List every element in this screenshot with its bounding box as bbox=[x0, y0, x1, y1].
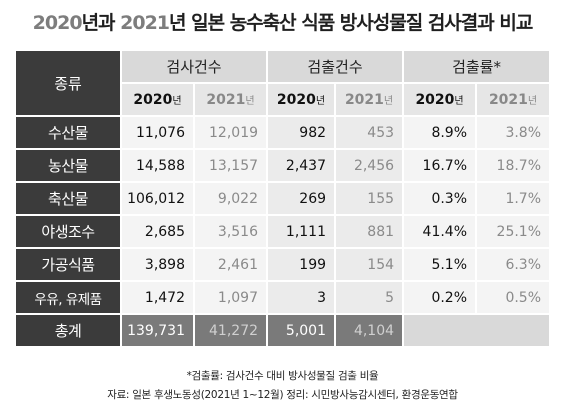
header-year: 2020년 bbox=[402, 82, 478, 117]
cell-value: 982 bbox=[266, 115, 337, 150]
header-group-detections: 검출건수 bbox=[266, 49, 405, 84]
header-group-detection-rate: 검출률* bbox=[402, 49, 552, 84]
header-year: 2021년 bbox=[192, 82, 269, 117]
cell-value: 41,272 bbox=[192, 313, 269, 348]
table-row: 우유, 유제품 1,472 1,097 3 5 0.2% 0.5% bbox=[14, 280, 552, 315]
cell-value: 199 bbox=[266, 247, 337, 282]
cell-value: 12,019 bbox=[192, 115, 269, 150]
cell-value: 3,898 bbox=[120, 247, 195, 282]
cell-value: 3.8% bbox=[475, 115, 552, 150]
table-row: 가공식품 3,898 2,461 199 154 5.1% 6.3% bbox=[14, 247, 552, 282]
row-label-total: 총계 bbox=[14, 313, 122, 348]
title-text-1: 년과 bbox=[81, 12, 121, 34]
cell-value: 1,472 bbox=[120, 280, 195, 315]
cell-value: 2,685 bbox=[120, 214, 195, 249]
total-row: 총계 139,731 41,272 5,001 4,104 bbox=[14, 313, 552, 348]
cell-value: 5,001 bbox=[266, 313, 337, 348]
title-text-2: 년 일본 농수축산 식품 방사성물질 검사결과 비교 bbox=[169, 12, 533, 34]
cell-value: 2,461 bbox=[192, 247, 269, 282]
cell-value: 13,157 bbox=[192, 148, 269, 183]
cell-value: 8.9% bbox=[402, 115, 478, 150]
table-row: 농산물 14,588 13,157 2,437 2,456 16.7% 18.7… bbox=[14, 148, 552, 183]
cell-value: 14,588 bbox=[120, 148, 195, 183]
header-row-years: 2020년 2021년 2020년 2021년 2020년 2021년 bbox=[15, 82, 552, 117]
cell-value: 0.5% bbox=[475, 280, 552, 315]
header-year: 2021년 bbox=[475, 82, 552, 117]
cell-value: 41.4% bbox=[402, 214, 478, 249]
row-label: 가공식품 bbox=[14, 247, 122, 282]
cell-value: 5 bbox=[334, 280, 405, 315]
cell-value: 16.7% bbox=[402, 148, 478, 183]
cell-value: 2,437 bbox=[266, 148, 337, 183]
row-label: 축산물 bbox=[14, 181, 122, 216]
table-row: 야생조수 2,685 3,516 1,111 881 41.4% 25.1% bbox=[14, 214, 552, 249]
header-group-inspections: 검사건수 bbox=[119, 49, 269, 84]
title-year-2020: 2020 bbox=[32, 12, 83, 34]
footnote-definition: *검출률: 검사건수 대비 방사성물질 검출 비율 bbox=[186, 370, 379, 382]
cell-value: 18.7% bbox=[475, 148, 552, 183]
cell-value: 453 bbox=[334, 115, 405, 150]
cell-value: 155 bbox=[334, 181, 405, 216]
cell-value: 0.2% bbox=[402, 280, 478, 315]
page-title: 2020년과 2021년 일본 농수축산 식품 방사성물질 검사결과 비교 bbox=[0, 8, 565, 35]
cell-value: 5.1% bbox=[402, 247, 478, 282]
cell-value: 269 bbox=[266, 181, 337, 216]
cell-value: 11,076 bbox=[120, 115, 195, 150]
row-label: 우유, 유제품 bbox=[14, 280, 122, 315]
cell-value: 881 bbox=[334, 214, 405, 249]
cell-value: 1,111 bbox=[266, 214, 337, 249]
header-row-groups: 종류 검사건수 검출건수 검출률* bbox=[14, 49, 552, 117]
row-label: 농산물 bbox=[14, 148, 122, 183]
title-year-2021: 2021 bbox=[120, 12, 170, 34]
cell-value: 25.1% bbox=[475, 214, 552, 249]
cell-value: 106,012 bbox=[120, 181, 195, 216]
cell-value: 3 bbox=[266, 280, 337, 315]
header-year: 2021년 bbox=[334, 82, 405, 117]
table-row: 수산물 11,076 12,019 982 453 8.9% 3.8% bbox=[14, 115, 552, 150]
cell-value: 4,104 bbox=[334, 313, 405, 348]
table-row: 축산물 106,012 9,022 269 155 0.3% 1.7% bbox=[14, 181, 552, 216]
comparison-table: 종류 검사건수 검출건수 검출률* 2020년 2021년 2020년 2021… bbox=[14, 49, 552, 348]
total-blank-cell bbox=[402, 313, 552, 348]
row-label: 야생조수 bbox=[14, 214, 122, 249]
footnote-source: 자료: 일본 후생노동성(2021년 1~12월) 정리: 시민방사능감시센터,… bbox=[107, 389, 458, 401]
cell-value: 1,097 bbox=[192, 280, 269, 315]
header-year: 2020년 bbox=[120, 82, 195, 117]
row-label: 수산물 bbox=[14, 115, 122, 150]
cell-value: 139,731 bbox=[120, 313, 195, 348]
cell-value: 9,022 bbox=[192, 181, 269, 216]
header-year: 2020년 bbox=[266, 82, 337, 117]
cell-value: 2,456 bbox=[334, 148, 405, 183]
cell-value: 154 bbox=[334, 247, 405, 282]
cell-value: 3,516 bbox=[192, 214, 269, 249]
header-category: 종류 bbox=[14, 49, 122, 117]
cell-value: 6.3% bbox=[475, 247, 552, 282]
cell-value: 0.3% bbox=[402, 181, 478, 216]
cell-value: 1.7% bbox=[475, 181, 552, 216]
